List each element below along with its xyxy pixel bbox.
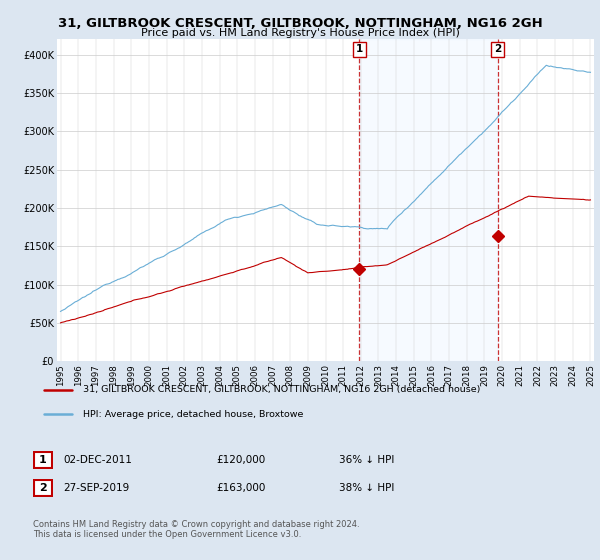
Text: 27-SEP-2019: 27-SEP-2019: [63, 483, 129, 493]
Text: 2: 2: [39, 483, 47, 493]
Text: 02-DEC-2011: 02-DEC-2011: [63, 455, 132, 465]
Bar: [359, 39, 498, 361]
Text: 2: 2: [494, 44, 502, 54]
Text: 31, GILTBROOK CRESCENT, GILTBROOK, NOTTINGHAM, NG16 2GH (detached house): 31, GILTBROOK CRESCENT, GILTBROOK, NOTTI…: [83, 385, 481, 394]
Text: 38% ↓ HPI: 38% ↓ HPI: [339, 483, 394, 493]
FancyBboxPatch shape: [34, 480, 52, 496]
Text: Price paid vs. HM Land Registry's House Price Index (HPI): Price paid vs. HM Land Registry's House …: [140, 28, 460, 38]
Text: 1: 1: [356, 44, 363, 54]
Text: 36% ↓ HPI: 36% ↓ HPI: [339, 455, 394, 465]
Text: £163,000: £163,000: [216, 483, 265, 493]
Text: 31, GILTBROOK CRESCENT, GILTBROOK, NOTTINGHAM, NG16 2GH: 31, GILTBROOK CRESCENT, GILTBROOK, NOTTI…: [58, 17, 542, 30]
Text: £120,000: £120,000: [216, 455, 265, 465]
Text: 1: 1: [39, 455, 47, 465]
FancyBboxPatch shape: [34, 452, 52, 468]
Text: Contains HM Land Registry data © Crown copyright and database right 2024.
This d: Contains HM Land Registry data © Crown c…: [33, 520, 359, 539]
Text: HPI: Average price, detached house, Broxtowe: HPI: Average price, detached house, Brox…: [83, 409, 304, 418]
